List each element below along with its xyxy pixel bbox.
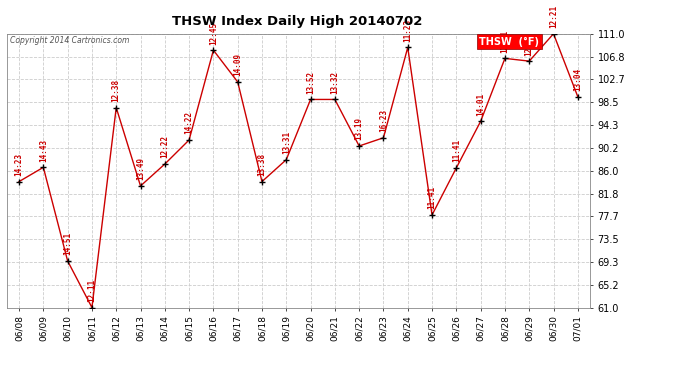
Point — [378, 135, 389, 141]
Point — [62, 258, 73, 264]
Point — [110, 105, 121, 111]
Point — [475, 118, 486, 124]
Point — [329, 96, 340, 102]
Point — [426, 212, 437, 218]
Point — [548, 31, 559, 37]
Point — [305, 96, 316, 102]
Text: 12:38: 12:38 — [112, 79, 121, 102]
Point — [354, 143, 365, 149]
Text: 13:52: 13:52 — [306, 71, 315, 94]
Point — [38, 164, 49, 170]
Point — [451, 165, 462, 171]
Point — [135, 183, 146, 189]
Point — [14, 178, 25, 184]
Point — [159, 161, 170, 167]
Text: 14:51: 14:51 — [63, 232, 72, 255]
Text: 11:41: 11:41 — [452, 139, 461, 162]
Text: 12:45: 12:45 — [209, 21, 218, 45]
Point — [232, 79, 243, 85]
Text: THSW  (°F): THSW (°F) — [479, 36, 539, 46]
Text: Copyright 2014 Cartronics.com: Copyright 2014 Cartronics.com — [10, 36, 129, 45]
Text: 12:35: 12:35 — [524, 33, 534, 56]
Text: 13:31: 13:31 — [282, 131, 290, 154]
Text: 14:43: 14:43 — [39, 139, 48, 162]
Text: 11:23: 11:23 — [403, 19, 412, 42]
Point — [184, 137, 195, 143]
Text: 12:11: 12:11 — [88, 279, 97, 302]
Text: 13:19: 13:19 — [355, 117, 364, 140]
Point — [257, 178, 268, 184]
Point — [500, 56, 511, 62]
Text: 14:01: 14:01 — [476, 93, 485, 116]
Text: 14:09: 14:09 — [233, 53, 242, 76]
Text: 13:32: 13:32 — [331, 71, 339, 94]
Text: 16:23: 16:23 — [379, 109, 388, 132]
Point — [572, 94, 583, 100]
Text: 14:22: 14:22 — [185, 111, 194, 134]
Text: 13:04: 13:04 — [573, 68, 582, 91]
Point — [208, 47, 219, 53]
Text: 13:49: 13:49 — [136, 157, 145, 180]
Text: 11:41: 11:41 — [428, 186, 437, 209]
Text: 12:22: 12:22 — [160, 135, 169, 159]
Point — [86, 304, 97, 310]
Point — [402, 45, 413, 51]
Text: 14:23: 14:23 — [14, 153, 23, 176]
Point — [524, 58, 535, 64]
Text: 12:21: 12:21 — [549, 5, 558, 28]
Point — [281, 157, 292, 163]
Text: 13:38: 13:38 — [257, 153, 266, 176]
Text: THSW Index Daily High 20140702: THSW Index Daily High 20140702 — [172, 15, 422, 28]
Text: 12:21: 12:21 — [500, 30, 509, 53]
